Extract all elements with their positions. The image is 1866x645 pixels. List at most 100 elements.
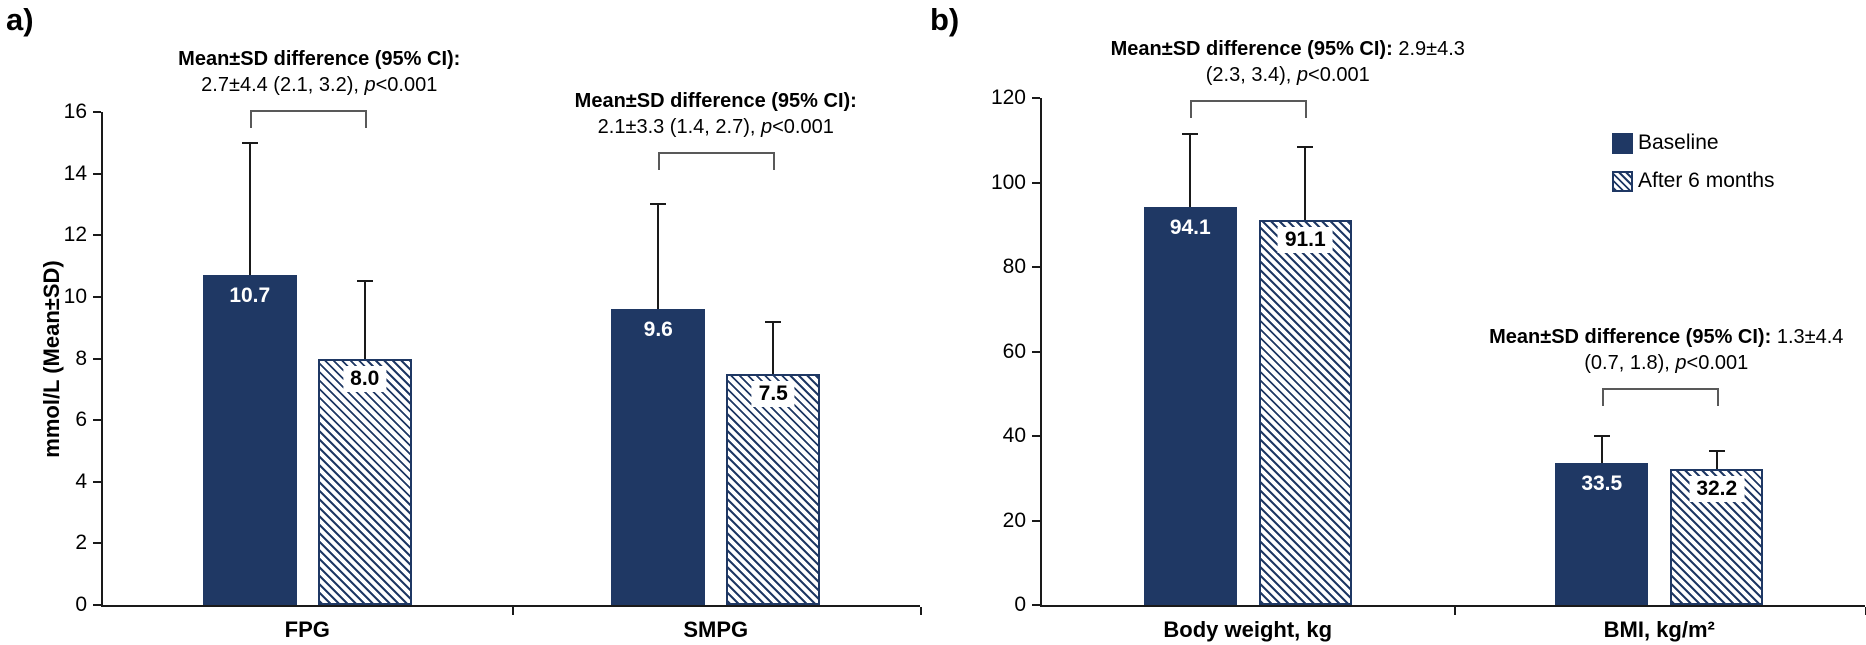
- y-axis: [101, 112, 103, 607]
- value-label-bmi-kg-m-baseline: 33.5: [1581, 472, 1623, 496]
- y-axis-tick: [1032, 97, 1040, 99]
- error-bar-cap-fpg-baseline: [241, 141, 258, 144]
- significance-bracket-smpg: [658, 152, 776, 170]
- annotation-line2: (0.7, 1.8), p<0.001: [1584, 352, 1749, 374]
- annotation-bmi-kg-m: Mean±SD difference (95% CI): 1.3±4.4 (0.7…: [1489, 324, 1843, 376]
- annotation-smpg: Mean±SD difference (95% CI): 2.1±3.3 (1.4…: [575, 88, 857, 140]
- bar-smpg-baseline: [611, 309, 706, 605]
- y-axis-tick: [1032, 350, 1040, 353]
- y-axis-tick: [93, 604, 101, 606]
- annotation-line1: Mean±SD difference (95% CI): 2.9±4.3: [1110, 38, 1465, 60]
- error-bar-body-weight-kg-after-6-months: [1304, 146, 1307, 221]
- x-axis-tick: [920, 607, 922, 615]
- error-bar-fpg-after-6-months: [363, 281, 366, 359]
- y-tick-label: 16: [63, 100, 87, 123]
- significance-bracket-fpg: [249, 110, 367, 128]
- value-label-bmi-kg-m-after-6-months: 32.2: [1689, 475, 1745, 502]
- y-tick-label: 40: [1002, 424, 1026, 447]
- y-tick-label: 2: [75, 531, 87, 555]
- y-tick-label: 100: [990, 170, 1026, 194]
- annotation-line2: 2.7±4.4 (2.1, 3.2), p<0.001: [201, 74, 438, 96]
- y-axis-tick: [1032, 435, 1040, 437]
- panel-b-letter: b): [930, 2, 960, 37]
- x-category-label-fpg: FPG: [284, 617, 330, 642]
- y-axis-tick: [93, 480, 101, 483]
- y-tick-label: 8: [75, 346, 87, 370]
- error-bar-cap-bmi-kg-m-after-6-months: [1708, 449, 1725, 452]
- error-bar-cap-fpg-after-6-months: [356, 280, 373, 283]
- legend-swatch-solid: [1612, 132, 1633, 154]
- error-bar-body-weight-kg-baseline: [1189, 133, 1192, 208]
- y-tick-label: 0: [75, 593, 87, 616]
- y-axis-tick: [1032, 181, 1040, 184]
- annotation-line2: 2.1±3.3 (1.4, 2.7), p<0.001: [597, 116, 834, 138]
- y-axis-tick: [93, 172, 101, 175]
- legend-item-baseline: Baseline: [1612, 131, 1719, 155]
- y-tick-label: 0: [1014, 593, 1026, 616]
- error-bar-cap-body-weight-kg-baseline: [1182, 132, 1199, 135]
- legend-item-after-6-months: After 6 months: [1612, 169, 1775, 193]
- x-axis: [1040, 605, 1865, 607]
- significance-bracket-body-weight-kg: [1190, 100, 1308, 118]
- annotation-line2: (2.3, 3.4), p<0.001: [1205, 64, 1370, 86]
- y-axis-tick: [93, 295, 101, 298]
- y-axis-tick: [93, 419, 101, 422]
- error-bar-bmi-kg-m-after-6-months: [1715, 450, 1718, 469]
- x-category-label-bmi-kg-m: BMI, kg/m²: [1603, 617, 1715, 642]
- bar-bmi-kg-m-baseline: [1555, 463, 1649, 605]
- annotation-fpg: Mean±SD difference (95% CI): 2.7±4.4 (2.1…: [178, 46, 460, 98]
- y-tick-label: 120: [990, 86, 1026, 109]
- x-axis-tick: [511, 607, 514, 615]
- y-axis: [1040, 98, 1042, 607]
- panel-a-letter: a): [6, 2, 34, 37]
- y-tick-label: 14: [63, 161, 87, 185]
- bar-smpg-after-6-months: [726, 373, 821, 605]
- annotation-line1: Mean±SD difference (95% CI):: [178, 48, 461, 70]
- error-bar-smpg-baseline: [657, 204, 660, 310]
- error-bar-smpg-after-6-months: [772, 321, 775, 374]
- annotation-line1: Mean±SD difference (95% CI): 1.3±4.4: [1489, 326, 1844, 348]
- error-bar-cap-body-weight-kg-after-6-months: [1297, 145, 1314, 148]
- error-bar-bmi-kg-m-baseline: [1600, 436, 1603, 464]
- y-axis-tick: [93, 542, 101, 545]
- significance-bracket-bmi-kg-m: [1601, 388, 1719, 406]
- y-tick-label: 4: [75, 469, 87, 493]
- value-label-body-weight-kg-baseline: 94.1: [1169, 216, 1211, 240]
- error-bar-fpg-baseline: [248, 142, 251, 276]
- legend-swatch-hatched: [1612, 170, 1633, 192]
- error-bar-cap-smpg-after-6-months: [765, 320, 782, 323]
- bar-fpg-baseline: [202, 275, 297, 605]
- error-bar-cap-bmi-kg-m-baseline: [1593, 435, 1610, 437]
- annotation-body-weight-kg: Mean±SD difference (95% CI): 2.9±4.3 (2.3…: [1111, 36, 1465, 88]
- bar-body-weight-kg-after-6-months: [1258, 220, 1352, 605]
- y-axis-tick: [93, 234, 101, 237]
- value-label-body-weight-kg-after-6-months: 91.1: [1277, 227, 1333, 254]
- y-axis-tick: [93, 111, 101, 113]
- legend-label: Baseline: [1638, 131, 1719, 154]
- y-tick-label: 12: [63, 223, 87, 247]
- value-label-fpg-baseline: 10.7: [229, 284, 271, 308]
- y-axis-tick: [1032, 604, 1040, 606]
- y-axis-tick: [1032, 266, 1040, 268]
- bar-fpg-after-6-months: [317, 358, 412, 605]
- x-category-label-smpg: SMPG: [683, 617, 749, 642]
- y-tick-label: 10: [63, 284, 87, 308]
- y-axis-tick: [93, 357, 101, 360]
- value-label-smpg-baseline: 9.6: [643, 318, 673, 342]
- bar-body-weight-kg-baseline: [1143, 207, 1237, 605]
- legend-label: After 6 months: [1638, 169, 1775, 192]
- y-tick-label: 6: [75, 408, 87, 432]
- y-axis-title: mmol/L (Mean±SD): [39, 259, 64, 458]
- y-tick-label: 20: [1002, 508, 1026, 532]
- y-axis-tick: [1032, 519, 1040, 522]
- x-axis-tick: [1453, 607, 1456, 615]
- value-label-smpg-after-6-months: 7.5: [751, 380, 795, 407]
- y-tick-label: 80: [1002, 255, 1026, 278]
- annotation-line1: Mean±SD difference (95% CI):: [574, 90, 857, 112]
- error-bar-cap-smpg-baseline: [650, 203, 667, 206]
- y-tick-label: 60: [1002, 339, 1026, 363]
- x-category-label-body-weight-kg: Body weight, kg: [1163, 617, 1333, 642]
- value-label-fpg-after-6-months: 8.0: [343, 365, 387, 392]
- x-axis: [101, 605, 920, 607]
